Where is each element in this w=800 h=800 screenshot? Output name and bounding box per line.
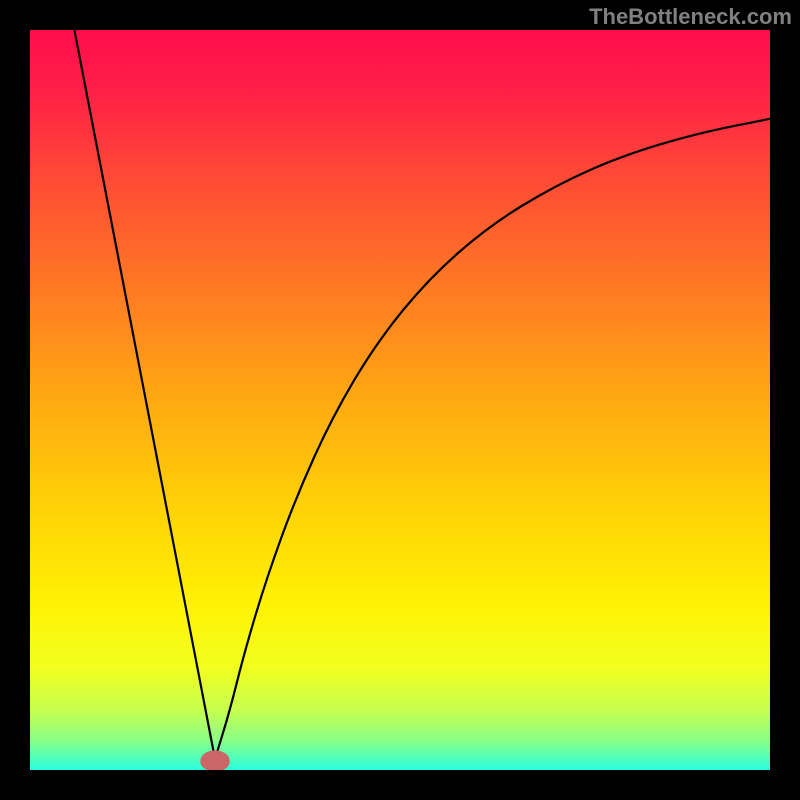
chart-frame: TheBottleneck.com — [0, 0, 800, 800]
bottleneck-curve — [74, 30, 770, 759]
plot-area — [30, 30, 770, 770]
optimum-marker — [204, 754, 226, 768]
watermark-text: TheBottleneck.com — [589, 4, 792, 30]
curve-layer — [30, 30, 770, 770]
